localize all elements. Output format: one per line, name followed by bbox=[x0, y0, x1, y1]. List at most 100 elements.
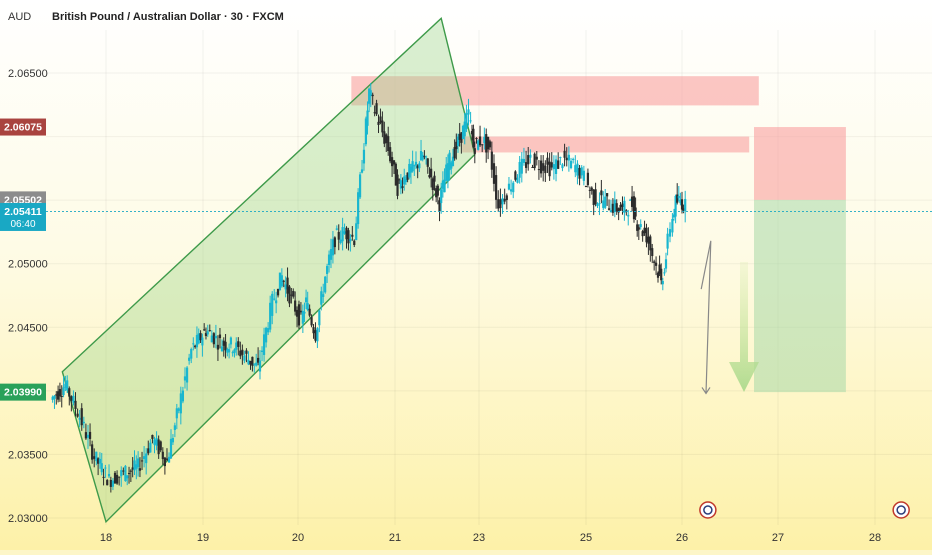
candle-body bbox=[385, 134, 388, 144]
candle-body bbox=[671, 219, 674, 233]
candle-body bbox=[529, 154, 532, 158]
candle-body bbox=[185, 367, 189, 383]
candle-body bbox=[175, 408, 178, 419]
candle-body bbox=[421, 154, 424, 160]
candle-body bbox=[436, 185, 439, 196]
price-badge-sublabel: 06:40 bbox=[10, 219, 35, 230]
candle-body bbox=[173, 425, 176, 430]
candle-body bbox=[195, 335, 199, 348]
candle-body bbox=[95, 451, 98, 462]
candle-body bbox=[664, 259, 668, 269]
candle-body bbox=[433, 175, 436, 182]
candle-body bbox=[271, 293, 274, 316]
zones bbox=[351, 76, 846, 393]
candle-body bbox=[318, 310, 321, 326]
candle-body bbox=[569, 160, 573, 169]
candle-body bbox=[369, 90, 372, 97]
candle-body bbox=[331, 239, 335, 256]
candle-body bbox=[218, 334, 222, 339]
candle-body bbox=[288, 286, 291, 304]
candle-body bbox=[97, 458, 100, 464]
candle-body bbox=[495, 175, 498, 200]
candle-body bbox=[115, 474, 119, 484]
candle-body bbox=[580, 167, 583, 176]
event-flag-icon bbox=[699, 501, 717, 519]
candle-body bbox=[473, 148, 476, 154]
candle-body bbox=[122, 470, 125, 472]
candle-body bbox=[576, 163, 579, 176]
candle-body bbox=[561, 164, 564, 169]
candle-body bbox=[450, 162, 453, 169]
candle-body bbox=[224, 341, 227, 351]
candle-body bbox=[257, 357, 260, 363]
candle-body bbox=[339, 239, 342, 243]
candle-body bbox=[419, 150, 423, 161]
candle-body bbox=[656, 272, 660, 278]
candle-body bbox=[621, 203, 624, 207]
candle-body bbox=[550, 162, 553, 168]
candle-body bbox=[451, 156, 455, 167]
candle-body bbox=[647, 236, 650, 244]
candle-body bbox=[458, 133, 461, 140]
candle-body bbox=[423, 156, 426, 158]
candles bbox=[51, 82, 687, 493]
candle-body bbox=[514, 171, 517, 180]
candle-body bbox=[674, 195, 677, 217]
candle-body bbox=[169, 438, 173, 459]
candle-body bbox=[220, 346, 224, 352]
candle-body bbox=[611, 203, 614, 213]
candle-body bbox=[299, 310, 303, 313]
candle-body bbox=[355, 223, 358, 241]
candle-body bbox=[418, 163, 421, 169]
candle-body bbox=[448, 152, 451, 171]
candle-body bbox=[499, 199, 502, 209]
candle-body bbox=[341, 227, 344, 242]
candle-body bbox=[337, 231, 340, 240]
candle-body bbox=[654, 262, 658, 266]
candle-body bbox=[210, 335, 213, 343]
down-arrow-marker bbox=[729, 262, 759, 392]
candle-body bbox=[401, 186, 404, 188]
candle-body bbox=[245, 350, 248, 354]
candle-body bbox=[617, 208, 620, 213]
candle-body bbox=[314, 330, 317, 341]
candle-body bbox=[542, 163, 545, 171]
candle-body bbox=[394, 163, 397, 186]
candle-body bbox=[322, 294, 325, 297]
candle-body bbox=[557, 160, 560, 169]
candle-body bbox=[145, 453, 148, 464]
candle-body bbox=[324, 276, 327, 293]
candle-body bbox=[475, 137, 478, 139]
candle-body bbox=[265, 327, 268, 343]
candle-body bbox=[151, 434, 154, 439]
candle-body bbox=[435, 188, 438, 198]
candle-body bbox=[584, 186, 588, 188]
candle-body bbox=[676, 194, 679, 203]
candle-body bbox=[107, 473, 111, 477]
candle-body bbox=[590, 187, 593, 191]
candle-body bbox=[120, 470, 123, 477]
candle-body bbox=[163, 457, 166, 467]
candle-body bbox=[456, 136, 460, 147]
candle-body bbox=[204, 333, 208, 336]
candle-body bbox=[157, 439, 160, 455]
candle-body bbox=[310, 317, 313, 326]
event-flag-icon bbox=[892, 501, 910, 519]
candle-body bbox=[192, 343, 195, 345]
candle-body bbox=[478, 136, 482, 146]
candle-body bbox=[544, 165, 547, 174]
candle-body bbox=[66, 380, 69, 391]
candle-body bbox=[64, 383, 67, 388]
candle-body bbox=[658, 264, 661, 274]
candle-body bbox=[137, 458, 140, 468]
candle-body bbox=[301, 310, 304, 324]
candle-body bbox=[520, 158, 523, 174]
candle-body bbox=[470, 130, 474, 135]
candle-body bbox=[347, 230, 350, 244]
candle-body bbox=[492, 163, 496, 184]
candle-body bbox=[199, 333, 202, 341]
candle-body bbox=[286, 277, 289, 294]
candle-body bbox=[229, 337, 233, 345]
candle-body bbox=[588, 189, 591, 191]
candle-body bbox=[165, 458, 169, 460]
